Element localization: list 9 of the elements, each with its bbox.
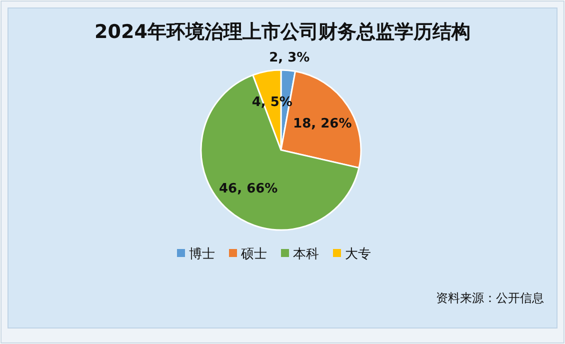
text: 资料来源：公开信息: [436, 291, 544, 305]
legend-label: 大专: [345, 247, 371, 262]
legend-label: 硕士: [240, 247, 267, 262]
legend-label: 博士: [189, 247, 215, 262]
data-label: 46, 66%: [219, 181, 278, 196]
legend-label: 本科: [293, 247, 319, 262]
data-label: 2, 3%: [269, 50, 310, 66]
data-label: 18, 26%: [293, 116, 352, 132]
chart-title: 2024年环境治理上市公司财务总监学历结构: [94, 21, 470, 43]
